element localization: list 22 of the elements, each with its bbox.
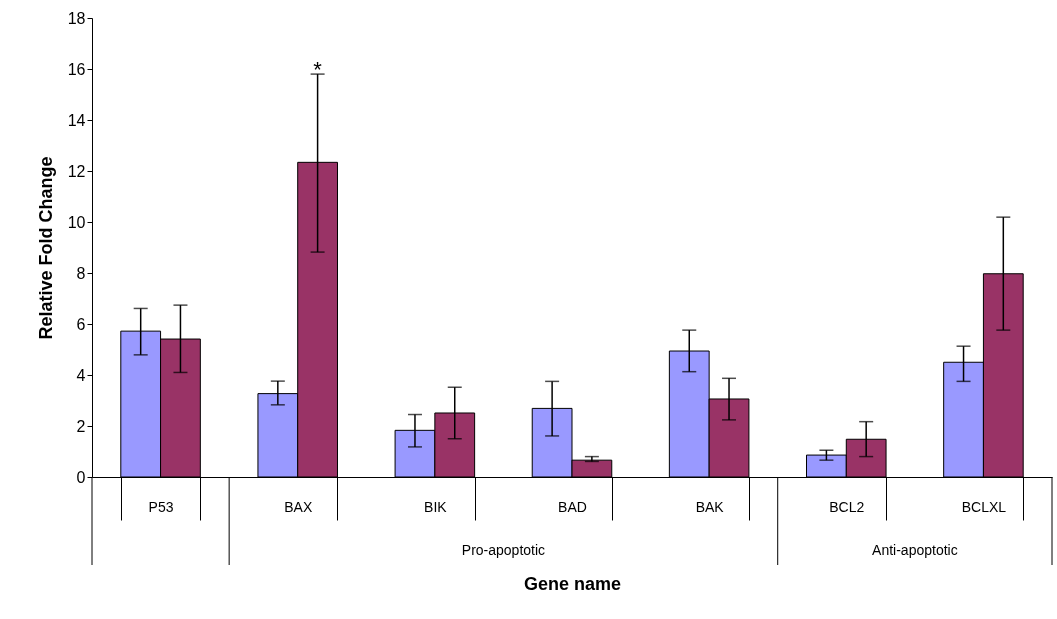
y-tick-label: 16 [67,60,86,78]
x-tick-label: BAK [695,498,725,515]
x-tick-label: BCL2 [829,498,865,515]
y-tick-label: 6 [76,315,86,333]
text: Pro-apoptotic [461,542,546,558]
x-tick-label: BIK [424,498,448,515]
text: Anti-apoptotic [872,542,958,558]
y-tick-label: 14 [67,111,86,129]
y-tick-label: 12 [67,162,86,180]
x-tick-label: BAX [284,498,313,515]
x-axis-title: Gene name [523,574,622,594]
y-tick-label: 18 [67,9,86,27]
y-tick-label: 0 [76,468,86,486]
y-tick-label: 10 [67,213,86,231]
y-tick-label: 8 [76,264,86,282]
x-tick-label: BCLXL [961,498,1007,515]
x-tick-label: P53 [148,498,174,515]
y-axis-title: Relative Fold Change [35,156,56,340]
annotation: * [313,57,323,83]
x-tick-label: BAD [558,498,587,515]
y-tick-label: 4 [76,366,86,384]
y-tick-label: 2 [76,417,86,435]
